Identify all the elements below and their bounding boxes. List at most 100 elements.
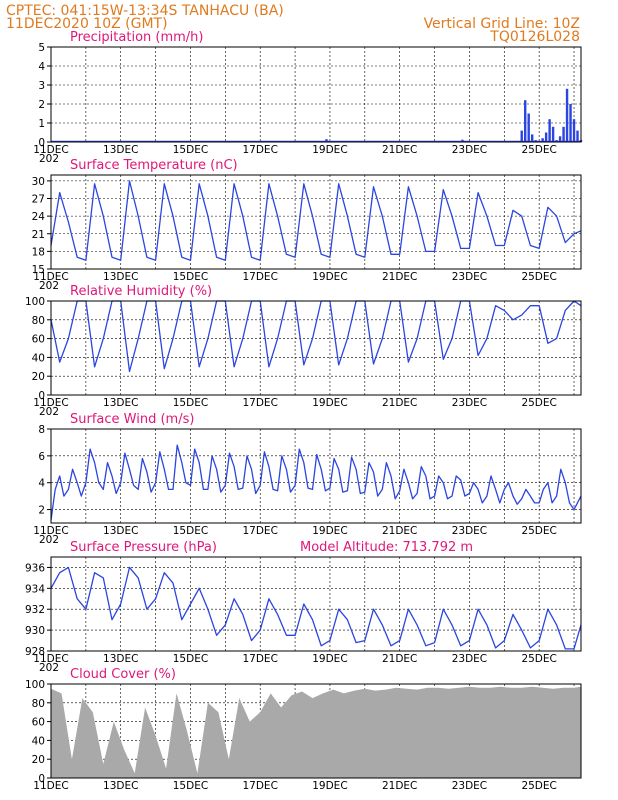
- precip-ytick-label: 2: [38, 99, 45, 111]
- temp-ytick-label: 30: [32, 176, 45, 188]
- cloud-title: Cloud Cover (%): [70, 667, 176, 682]
- rh-series-line: [50, 300, 582, 373]
- precip-panel: Precipitation (mm/h) 0 1 2 3 4 5 11DEC 13DEC 15DE…: [33, 30, 583, 165]
- wind-date-label: 23DEC: [452, 525, 487, 537]
- temp-frame: [50, 174, 582, 270]
- precip-ytick-label: 1: [38, 118, 45, 130]
- pressure-frame: [50, 556, 582, 652]
- rh-ytick-label: 40: [32, 352, 45, 364]
- cloud-date-label: 11DEC: [33, 780, 68, 792]
- rh-ytick-label: 20: [32, 371, 45, 383]
- cloud-ytick-label: 20: [32, 754, 45, 766]
- precip-frame: [50, 46, 582, 143]
- precip-date-label: 17DEC: [242, 144, 277, 156]
- rh-year-stub: 202: [39, 406, 59, 418]
- precip-bar: [565, 88, 569, 142]
- rh-date-label: 13DEC: [103, 397, 138, 409]
- pressure-panel: Surface Pressure (hPa) Model Altitude: 71…: [25, 540, 582, 674]
- pressure-annotation: Model Altitude: 713.792 m: [300, 540, 473, 555]
- wind-series-line: [50, 444, 582, 521]
- wind-panel: Surface Wind (m/s) 2 4 6 8 11DEC 13DEC 15DEC 17D…: [33, 412, 582, 546]
- rh-date-label: 25DEC: [521, 397, 556, 409]
- precip-bar: [530, 134, 534, 142]
- precip-ytick-label: 0: [38, 137, 45, 149]
- temp-date-label: 23DEC: [452, 271, 487, 283]
- rh-ytick-label: 0: [38, 390, 45, 402]
- precip-bar: [572, 119, 576, 142]
- rh-panel: Relative Humidity (%) 0 20 40 60 80 100 11DEC 13…: [25, 284, 582, 418]
- temp-ytick-label: 21: [32, 229, 45, 241]
- wind-date-label: 21DEC: [382, 525, 417, 537]
- temp-date-label: 19DEC: [312, 271, 347, 283]
- rh-date-label: 23DEC: [452, 397, 487, 409]
- rh-ytick-label: 80: [32, 315, 45, 327]
- pressure-date-label: 19DEC: [312, 653, 347, 665]
- precip-bar: [524, 100, 527, 142]
- cloud-panel: Cloud Cover (%) 0 20 40 60 80 100 11DEC 13DEC 15D…: [25, 667, 582, 792]
- pressure-series-line: [50, 566, 582, 650]
- pressure-ytick-label: 934: [25, 583, 45, 595]
- header-model-id: TQ0126L028: [489, 29, 580, 45]
- pressure-title: Surface Pressure (hPa): [70, 540, 217, 555]
- cloud-date-label: 15DEC: [173, 780, 208, 792]
- wind-date-label: 13DEC: [103, 525, 138, 537]
- temp-year-stub: 202: [39, 280, 59, 292]
- wind-date-label: 17DEC: [242, 525, 277, 537]
- precip-bar: [527, 113, 530, 142]
- cloud-date-label: 17DEC: [242, 780, 277, 792]
- precip-date-label: 25DEC: [521, 144, 556, 156]
- rh-date-label: 19DEC: [312, 397, 347, 409]
- temp-date-label: 25DEC: [521, 271, 556, 283]
- precip-bar: [520, 130, 523, 142]
- wind-ytick-label: 4: [38, 478, 45, 490]
- cloud-frame: [50, 683, 582, 779]
- rh-date-label: 21DEC: [382, 397, 417, 409]
- pressure-date-label: 25DEC: [521, 653, 556, 665]
- temp-date-label: 15DEC: [173, 271, 208, 283]
- precip-date-label: 21DEC: [382, 144, 417, 156]
- rh-date-label: 11DEC: [33, 397, 68, 409]
- header-station: CPTEC: 041:15W-13:34S TANHACU (BA): [6, 3, 284, 19]
- temp-panel: Surface Temperature (nC) 15 18 21 24 27 30 11DE…: [32, 158, 582, 292]
- precip-ytick-label: 3: [38, 80, 45, 92]
- wind-date-label: 19DEC: [312, 525, 347, 537]
- precip-bar: [544, 132, 548, 142]
- cloud-date-label: 23DEC: [452, 780, 487, 792]
- cloud-date-label: 19DEC: [312, 780, 347, 792]
- cloud-ytick-label: 60: [32, 717, 45, 729]
- precip-bar: [325, 139, 328, 142]
- precip-bar: [541, 138, 544, 142]
- temp-ytick-label: 18: [32, 246, 45, 258]
- pressure-ytick-label: 932: [25, 604, 45, 616]
- precip-ytick-label: 5: [38, 42, 45, 54]
- temp-date-label: 13DEC: [103, 271, 138, 283]
- temp-date-label: 11DEC: [33, 271, 68, 283]
- rh-title: Relative Humidity (%): [70, 284, 212, 299]
- temp-series-line: [50, 180, 582, 261]
- pressure-ytick-label: 930: [25, 625, 45, 637]
- precip-bar: [569, 104, 572, 142]
- pressure-ytick-label: 936: [25, 562, 45, 574]
- rh-date-label: 15DEC: [173, 397, 208, 409]
- precip-date-label: 13DEC: [103, 144, 138, 156]
- precip-bar: [558, 136, 562, 142]
- precip-date-label: 11DEC: [33, 144, 68, 156]
- pressure-date-label: 17DEC: [242, 653, 277, 665]
- precip-date-label: 15DEC: [173, 144, 208, 156]
- header-grid-note: Vertical Grid Line: 10Z: [424, 16, 580, 32]
- wind-year-stub: 202: [39, 534, 59, 546]
- pressure-date-label: 15DEC: [173, 653, 208, 665]
- temp-ytick-label: 15: [32, 264, 45, 276]
- cloud-ytick-label: 100: [25, 679, 45, 691]
- wind-date-label: 15DEC: [173, 525, 208, 537]
- wind-date-label: 11DEC: [33, 525, 68, 537]
- precip-title: Precipitation (mm/h): [70, 30, 203, 45]
- precip-bar: [576, 130, 579, 142]
- precip-date-label: 19DEC: [312, 144, 347, 156]
- cloud-area: [51, 686, 581, 778]
- temp-date-label: 21DEC: [382, 271, 417, 283]
- precip-date-label: 23DEC: [452, 144, 487, 156]
- wind-frame: [50, 428, 582, 524]
- temp-ytick-label: 24: [32, 211, 46, 223]
